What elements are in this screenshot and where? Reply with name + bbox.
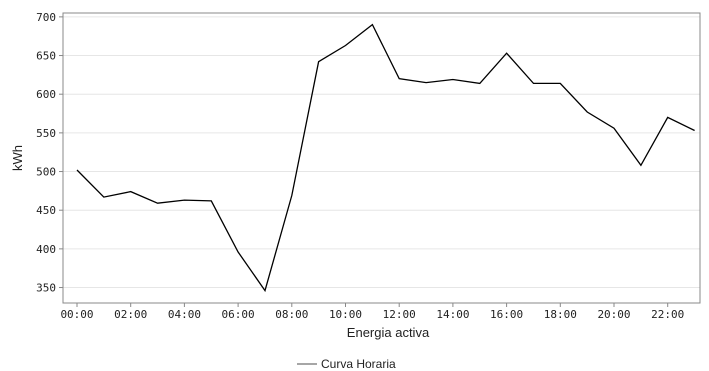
x-tick-label: 00:00 [60, 308, 93, 321]
x-tick-label: 10:00 [329, 308, 362, 321]
gridlines [63, 16, 700, 289]
x-tick-label: 22:00 [651, 308, 684, 321]
x-axis-ticks: 00:00 02:00 04:00 06:00 08:00 10:00 12:00 14:00… [60, 303, 684, 321]
x-tick-label: 18:00 [544, 308, 577, 321]
x-axis-title: Energia activa [347, 325, 430, 340]
plot-border [62, 12, 701, 304]
x-tick-label: 20:00 [597, 308, 630, 321]
x-tick-label: 14:00 [436, 308, 469, 321]
legend: Curva Horaria [297, 357, 396, 371]
series-line-curva-horaria [76, 23, 695, 293]
legend-label: Curva Horaria [321, 357, 396, 371]
x-tick-label: 16:00 [490, 308, 523, 321]
x-tick-label: 06:00 [222, 308, 255, 321]
y-tick-label: 400 [36, 243, 56, 256]
y-tick-label: 450 [36, 204, 56, 217]
x-tick-label: 08:00 [275, 308, 308, 321]
plot-background [63, 13, 700, 303]
y-axis-title: kWh [10, 145, 25, 171]
y-axis-ticks: 350 400 450 500 550 600 650 700 [36, 11, 63, 295]
y-tick-label: 550 [36, 127, 56, 140]
x-tick-label: 12:00 [383, 308, 416, 321]
y-tick-label: 650 [36, 50, 56, 63]
y-tick-label: 500 [36, 166, 56, 179]
y-tick-label: 700 [36, 11, 56, 24]
x-tick-label: 04:00 [168, 308, 201, 321]
x-tick-label: 02:00 [114, 308, 147, 321]
y-tick-label: 600 [36, 88, 56, 101]
y-tick-label: 350 [36, 282, 56, 295]
